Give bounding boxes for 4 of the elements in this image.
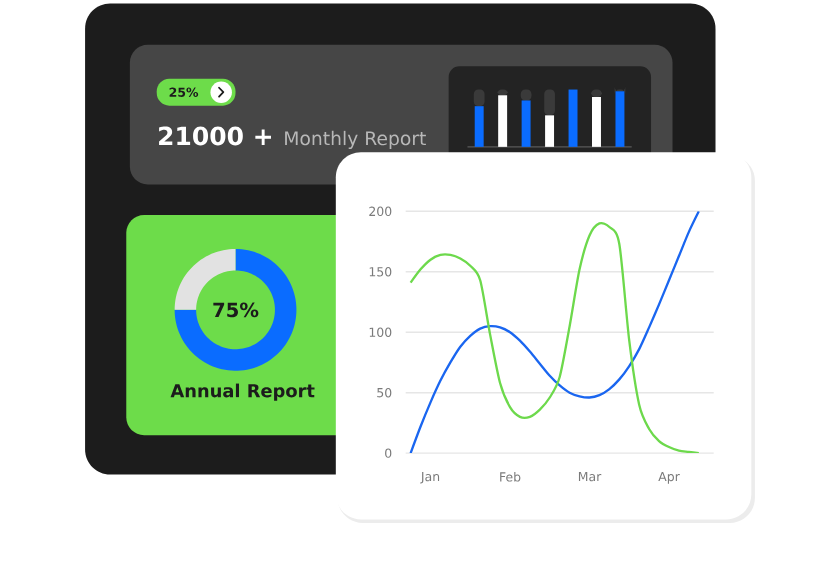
text: 21000 + [159,126,271,146]
text: 75% [213,302,259,318]
text: Monthly Report [285,131,426,150]
text: Annual Report [170,383,315,402]
